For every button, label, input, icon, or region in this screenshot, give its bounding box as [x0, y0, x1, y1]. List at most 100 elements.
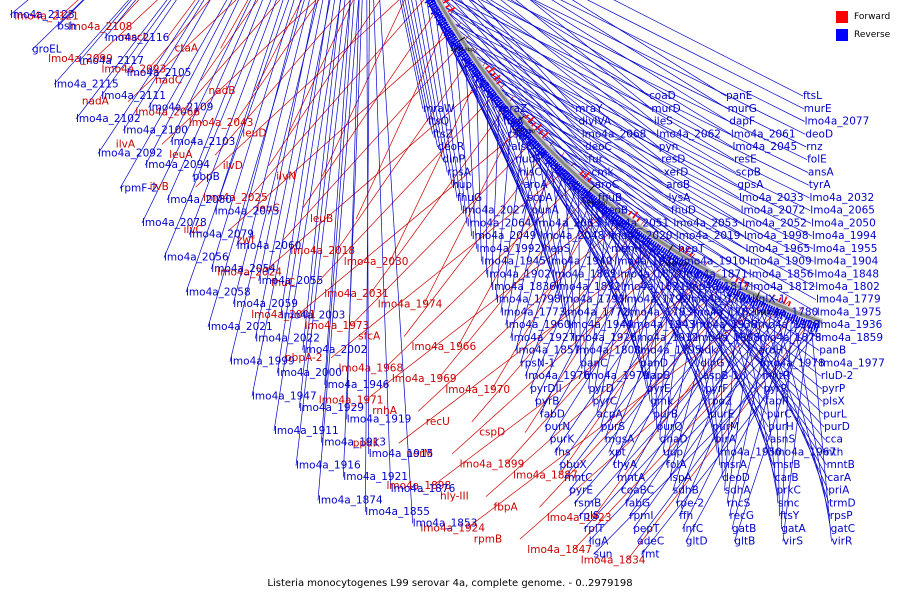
reverse-gene-label: xerD — [664, 167, 689, 179]
legend-reverse-label: Reverse — [854, 30, 891, 40]
forward-gene-label: lmo4a_1898 — [387, 480, 452, 492]
label-connector — [429, 0, 809, 186]
label-connector — [500, 0, 655, 122]
label-connector — [500, 136, 524, 313]
forward-gene-label: rpmB — [474, 533, 502, 545]
label-connector — [583, 316, 780, 530]
reverse-feature — [796, 316, 801, 325]
reverse-feature — [453, 44, 463, 51]
reverse-feature — [621, 221, 629, 231]
reverse-gene-label: ligA — [589, 536, 609, 548]
reverse-gene-label: groEL — [32, 44, 62, 56]
forward-gene-label: ctaA — [175, 42, 199, 54]
forward-feature — [579, 170, 584, 176]
label-connector — [474, 75, 813, 250]
forward-gene-label: nadB — [209, 85, 236, 97]
label-connector — [559, 275, 697, 466]
label-connector — [207, 0, 305, 328]
reverse-gene-label: fhuD — [671, 205, 696, 217]
reverse-gene-label: lmo4a_1855 — [365, 506, 430, 518]
reverse-gene-label: hup — [452, 179, 472, 191]
reverse-feature — [773, 307, 778, 316]
reverse-gene-label: lmo4a_2027 — [462, 205, 527, 217]
label-connector — [379, 0, 414, 524]
label-connector — [608, 267, 684, 453]
reverse-gene-label: adeC — [637, 536, 664, 548]
label-connector — [454, 0, 809, 173]
label-connector — [623, 227, 651, 402]
label-connector — [450, 0, 736, 173]
forward-gene-label: lmo4a_1966 — [412, 341, 477, 353]
reverse-feature — [625, 223, 631, 230]
reverse-gene-label: dapB — [644, 370, 671, 382]
reverse-gene-label: lmo4a_1999 — [230, 356, 295, 368]
label-connector — [659, 259, 671, 440]
reverse-gene-label: lmo4a_2073 — [215, 205, 280, 217]
forward-feature — [627, 210, 633, 216]
reverse-feature — [502, 110, 512, 119]
reverse-gene-label: lmo4a_1856 — [749, 268, 814, 280]
forward-gene-label: lmo4a_1973 — [305, 320, 370, 332]
label-connector — [508, 119, 816, 288]
reverse-feature — [434, 12, 443, 19]
reverse-gene-label: lmo4a_2064 — [467, 217, 532, 229]
reverse-gene-label: lmo4a_1975 — [817, 307, 882, 319]
reverse-gene-label: nth — [826, 447, 843, 459]
forward-gene-label: lmo4a_1969 — [392, 373, 457, 385]
reverse-feature — [711, 278, 717, 287]
reverse-feature — [779, 310, 785, 320]
reverse-gene-label: lmo4a_1878 — [757, 332, 822, 344]
forward-gene-label: lmo4a_2066 — [135, 106, 200, 118]
reverse-gene-label: lmo4a_1945 — [481, 256, 546, 268]
reverse-feature — [457, 48, 466, 55]
forward-feature — [538, 129, 544, 135]
reverse-feature — [749, 297, 755, 306]
reverse-feature — [722, 284, 729, 293]
label-connector — [731, 319, 789, 529]
reverse-feature — [609, 211, 615, 217]
reverse-gene-label: lmo4a_2053 — [673, 217, 738, 229]
label-connector — [604, 257, 668, 440]
reverse-gene-label: lmo4a_1947 — [252, 390, 317, 402]
reverse-gene-label: panC — [580, 357, 607, 369]
reverse-feature — [673, 257, 681, 267]
reverse-gene-label: lmo4a_1836 — [491, 281, 556, 293]
reverse-gene-label: lmo4a_2060 — [237, 240, 302, 252]
reverse-feature — [778, 309, 783, 317]
label-connector — [364, 202, 621, 401]
reverse-gene-label: lmo4a_2079 — [189, 229, 254, 241]
reverse-gene-label: purH — [768, 421, 794, 433]
label-connector — [366, 0, 370, 455]
label-connector — [756, 306, 779, 504]
reverse-feature — [562, 172, 570, 180]
reverse-gene-label: coaBC — [621, 485, 654, 497]
reverse-gene-label: pyrE — [647, 383, 671, 395]
reverse-gene-label: lmo4a_2072 — [741, 205, 806, 217]
reverse-gene-label: pyrC — [593, 396, 618, 408]
forward-gene-label: pbpA-2 — [285, 352, 322, 364]
reverse-gene-label: trmD — [829, 497, 856, 509]
reverse-gene-label: pyrE — [569, 485, 593, 497]
label-connector — [451, 0, 586, 148]
reverse-gene-label: plsX — [823, 396, 845, 408]
reverse-feature — [606, 209, 614, 218]
label-connector — [445, 32, 468, 224]
reverse-gene-label: lmo4a_2045 — [733, 141, 798, 153]
label-connector — [529, 0, 650, 97]
forward-gene-label: lmo4a_2043 — [189, 117, 254, 129]
reverse-gene-label: lmo4a_1802 — [815, 281, 880, 293]
label-connector — [549, 256, 665, 440]
label-connector — [53, 0, 130, 85]
label-connector — [451, 245, 683, 455]
reverse-feature — [815, 323, 820, 333]
forward-feature — [493, 74, 501, 81]
forward-gene-label: norM — [406, 448, 432, 460]
reverse-feature — [486, 87, 493, 93]
forward-feature — [739, 276, 745, 285]
reverse-feature — [510, 119, 520, 128]
reverse-gene-label: lmo4a_1921 — [343, 471, 408, 483]
reverse-feature — [771, 306, 776, 313]
reverse-gene-label: mraW — [423, 103, 455, 115]
label-connector — [282, 35, 470, 241]
forward-feature — [782, 296, 788, 305]
